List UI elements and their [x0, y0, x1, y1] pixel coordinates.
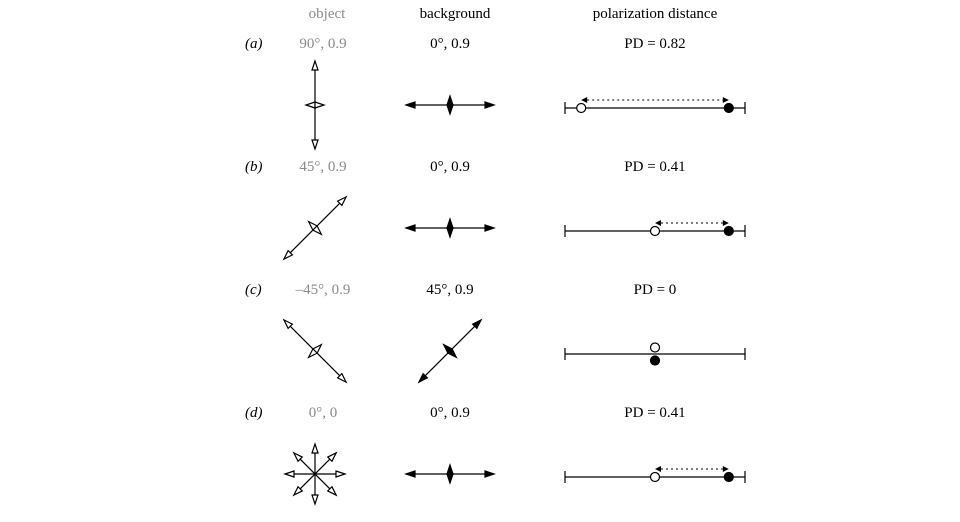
header-background: background	[395, 6, 515, 23]
pd-label-b: PD = 0.41	[575, 159, 735, 176]
pd-axis-d	[655, 477, 656, 478]
background-label-c: 45°, 0.9	[410, 282, 490, 299]
background-label-d: 0°, 0.9	[410, 405, 490, 422]
header-pd: polarization distance	[555, 6, 755, 23]
background-label-b: 0°, 0.9	[410, 159, 490, 176]
row-label-b: (b)	[245, 159, 263, 176]
pd-label-c: PD = 0	[575, 282, 735, 299]
pd-label-d: PD = 0.41	[575, 405, 735, 422]
pd-label-a: PD = 0.82	[575, 36, 735, 53]
row-label-c: (c)	[245, 282, 262, 299]
header-object: object	[287, 6, 367, 23]
object-label-d: 0°, 0	[283, 405, 363, 422]
row-label-d: (d)	[245, 405, 263, 422]
background-glyph-b	[450, 228, 451, 229]
background-glyph-c	[450, 351, 451, 352]
object-glyph-d	[315, 474, 316, 475]
object-glyph-c	[315, 351, 316, 352]
pd-axis-c	[655, 354, 656, 355]
row-label-a: (a)	[245, 36, 263, 53]
pd-axis-a	[655, 108, 656, 109]
background-glyph-a	[450, 105, 451, 106]
object-glyph-b	[315, 228, 316, 229]
object-glyph-a	[315, 105, 316, 106]
object-label-b: 45°, 0.9	[283, 159, 363, 176]
pd-axis-b	[655, 231, 656, 232]
background-label-a: 0°, 0.9	[410, 36, 490, 53]
background-glyph-d	[450, 474, 451, 475]
object-label-c: –45°, 0.9	[278, 282, 368, 299]
object-label-a: 90°, 0.9	[283, 36, 363, 53]
